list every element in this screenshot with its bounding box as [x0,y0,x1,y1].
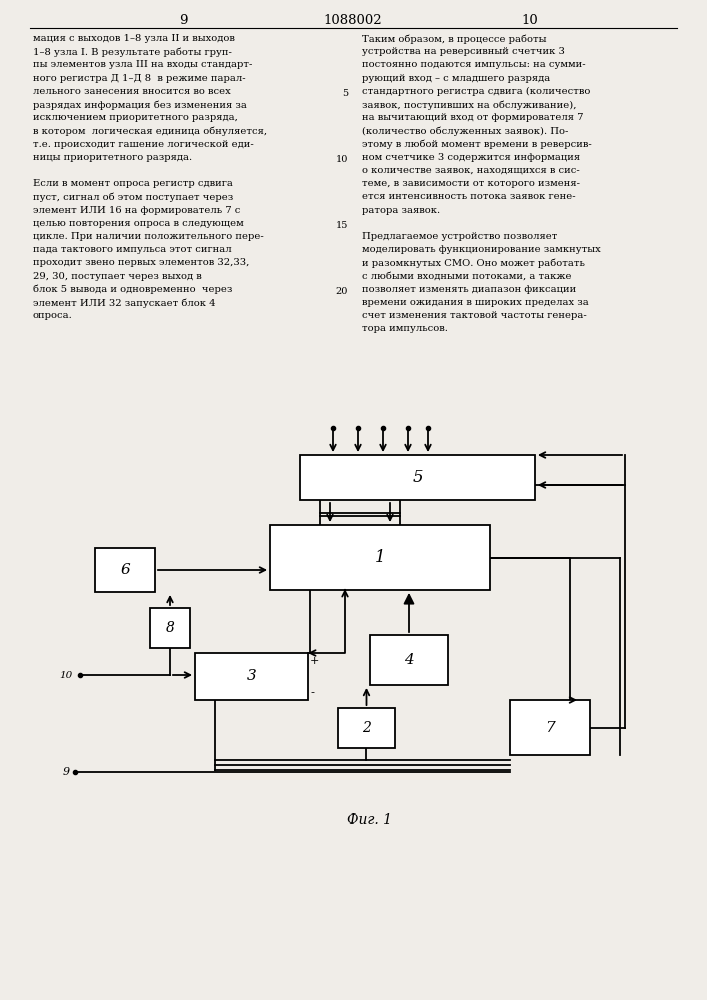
Text: 5: 5 [412,469,423,486]
Text: +: + [310,656,320,666]
Text: пуст, сигнал об этом поступает через: пуст, сигнал об этом поступает через [33,192,233,202]
Text: устройства на реверсивный счетчик 3: устройства на реверсивный счетчик 3 [362,47,565,56]
Text: 4: 4 [404,653,414,667]
Bar [338,708,395,748]
Bar [270,525,490,590]
Text: в котором  логическая единица обнуляется,: в котором логическая единица обнуляется, [33,126,267,136]
Bar [510,700,590,755]
Text: элемент ИЛИ 32 запускает блок 4: элемент ИЛИ 32 запускает блок 4 [33,298,216,308]
Text: ется интенсивность потока заявок гене-: ется интенсивность потока заявок гене- [362,192,575,201]
Text: о количестве заявок, находящихся в сис-: о количестве заявок, находящихся в сис- [362,166,580,175]
Bar [150,608,190,648]
Text: этому в любой момент времени в реверсив-: этому в любой момент времени в реверсив- [362,140,592,149]
Text: стандартного регистра сдвига (количество: стандартного регистра сдвига (количество [362,87,590,96]
Text: исключением приоритетного разряда,: исключением приоритетного разряда, [33,113,238,122]
Text: заявок, поступивших на обслуживание),: заявок, поступивших на обслуживание), [362,100,576,109]
Text: позволяет изменять диапазон фиксации: позволяет изменять диапазон фиксации [362,285,576,294]
Text: 1–8 узла I. В результате работы груп-: 1–8 узла I. В результате работы груп- [33,47,232,57]
Text: 2: 2 [362,721,371,735]
Text: постоянно подаются импульсы: на сумми-: постоянно подаются импульсы: на сумми- [362,60,585,69]
Text: 29, 30, поступает через выход в: 29, 30, поступает через выход в [33,272,201,281]
Text: ном счетчике 3 содержится информация: ном счетчике 3 содержится информация [362,153,580,162]
Text: ратора заявок.: ратора заявок. [362,206,440,215]
Text: Фиг. 1: Фиг. 1 [348,813,392,827]
Bar [300,455,535,500]
Text: проходит звено первых элементов 32,33,: проходит звено первых элементов 32,33, [33,258,250,267]
Text: 6: 6 [120,563,130,577]
Text: моделировать функционирование замкнутых: моделировать функционирование замкнутых [362,245,601,254]
Text: 3: 3 [247,670,257,684]
Text: разрядах информация без изменения за: разрядах информация без изменения за [33,100,247,109]
Text: мация с выходов 1–8 узла II и выходов: мация с выходов 1–8 узла II и выходов [33,34,235,43]
Text: 20: 20 [336,287,348,296]
Text: 7: 7 [545,720,555,734]
Text: пада тактового импульса этот сигнал: пада тактового импульса этот сигнал [33,245,232,254]
Text: опроса.: опроса. [33,311,73,320]
Text: Таким образом, в процессе работы: Таким образом, в процессе работы [362,34,547,43]
Text: 15: 15 [336,221,348,230]
Text: ницы приоритетного разряда.: ницы приоритетного разряда. [33,153,192,162]
Text: теме, в зависимости от которого изменя-: теме, в зависимости от которого изменя- [362,179,580,188]
Text: 9: 9 [63,767,70,777]
Text: времени ожидания в широких пределах за: времени ожидания в широких пределах за [362,298,589,307]
Text: тора импульсов.: тора импульсов. [362,324,448,333]
Text: 8: 8 [165,621,175,635]
Text: счет изменения тактовой частоты генера-: счет изменения тактовой частоты генера- [362,311,587,320]
Text: 10: 10 [60,670,73,680]
Text: (количество обслуженных заявок). По-: (количество обслуженных заявок). По- [362,126,568,136]
Text: -: - [310,687,314,697]
Text: рующий вход – с младшего разряда: рующий вход – с младшего разряда [362,74,550,83]
Text: с любыми входными потоками, а также: с любыми входными потоками, а также [362,272,571,281]
Text: блок 5 вывода и одновременно  через: блок 5 вывода и одновременно через [33,285,233,294]
Text: пы элементов узла III на входы стандарт-: пы элементов узла III на входы стандарт- [33,60,252,69]
Text: 1088002: 1088002 [324,13,382,26]
Text: на вычитающий вход от формирователя 7: на вычитающий вход от формирователя 7 [362,113,583,122]
Text: и разомкнутых СМО. Оно может работать: и разомкнутых СМО. Оно может работать [362,258,585,268]
Text: Предлагаемое устройство позволяет: Предлагаемое устройство позволяет [362,232,557,241]
Text: элемент ИЛИ 16 на формирователь 7 с: элемент ИЛИ 16 на формирователь 7 с [33,206,240,215]
Text: 10: 10 [522,13,538,26]
Text: цикле. При наличии положительного пере-: цикле. При наличии положительного пере- [33,232,264,241]
Text: 10: 10 [336,155,348,164]
Text: Если в момент опроса регистр сдвига: Если в момент опроса регистр сдвига [33,179,233,188]
Bar [370,635,448,685]
Text: 5: 5 [342,89,348,98]
Bar [195,653,308,700]
Text: лельного занесения вносится во всех: лельного занесения вносится во всех [33,87,230,96]
Bar [95,548,155,592]
Text: т.е. происходит гашение логической еди-: т.е. происходит гашение логической еди- [33,140,254,149]
Text: 1: 1 [375,549,385,566]
Text: ного регистра Д 1–Д 8  в режиме парал-: ного регистра Д 1–Д 8 в режиме парал- [33,74,245,83]
Text: целью повторения опроса в следующем: целью повторения опроса в следующем [33,219,244,228]
Text: 9: 9 [179,13,187,26]
